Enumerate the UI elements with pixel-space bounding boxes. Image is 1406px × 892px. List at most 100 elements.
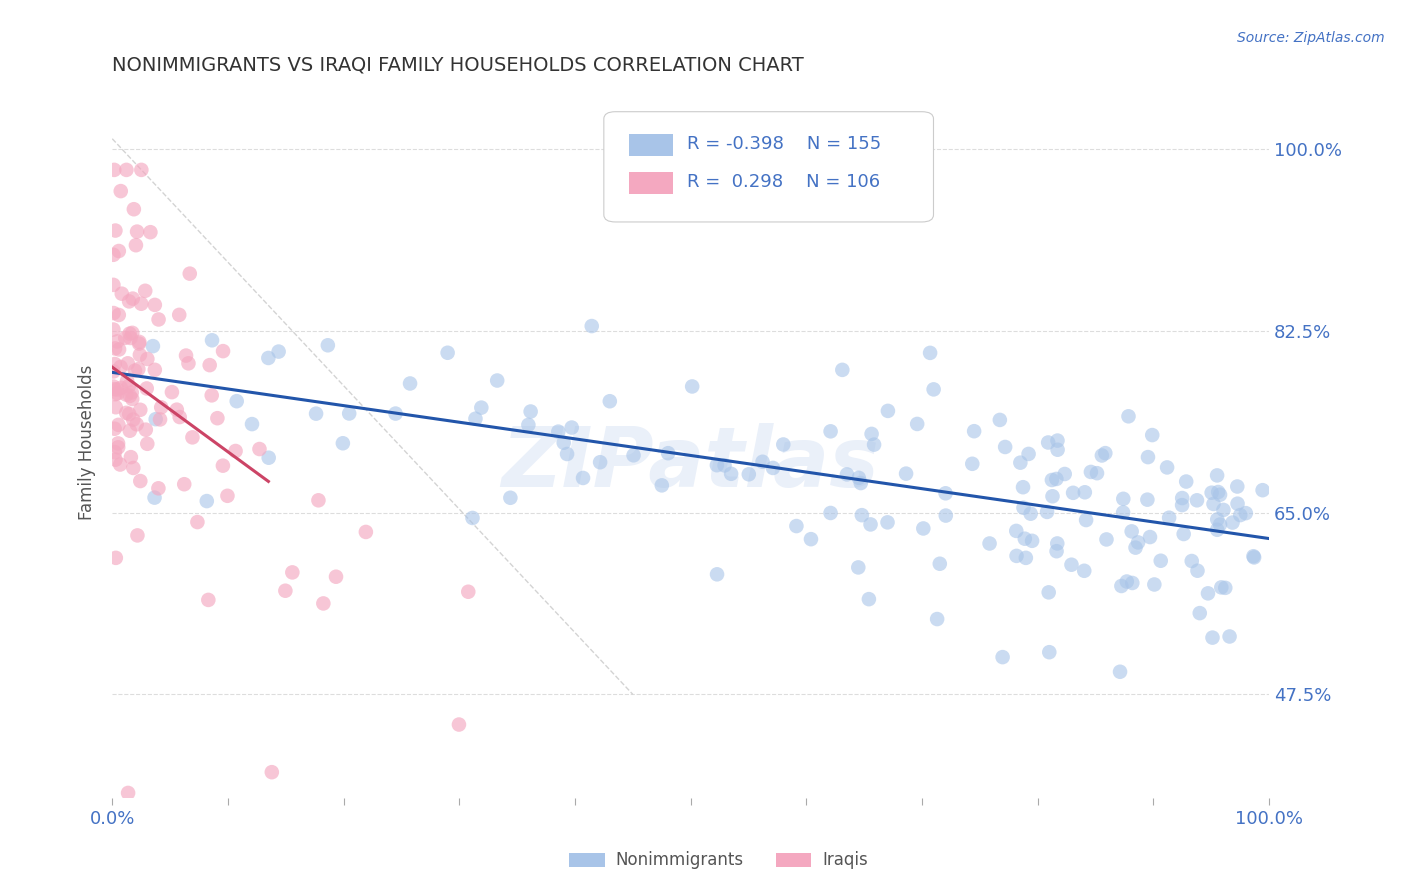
Point xyxy=(1209,488,1232,502)
Point xyxy=(173,477,195,491)
Text: NONIMMIGRANTS VS IRAQI FAMILY HOUSEHOLDS CORRELATION CHART: NONIMMIGRANTS VS IRAQI FAMILY HOUSEHOLDS… xyxy=(112,55,804,74)
Point xyxy=(1202,497,1225,511)
Point xyxy=(772,437,794,451)
Point xyxy=(849,476,872,491)
Point xyxy=(800,532,823,546)
Point xyxy=(115,374,138,388)
Point xyxy=(118,407,141,421)
Point xyxy=(928,557,950,571)
Point xyxy=(135,423,157,437)
Point xyxy=(1226,497,1249,511)
Y-axis label: Family Households: Family Households xyxy=(79,365,96,520)
FancyBboxPatch shape xyxy=(630,172,673,194)
Point xyxy=(1175,475,1198,489)
Point xyxy=(858,592,880,607)
Point xyxy=(1062,485,1084,500)
Point xyxy=(1005,549,1028,563)
Point xyxy=(1112,491,1135,506)
Point xyxy=(143,363,166,377)
Point xyxy=(499,491,522,505)
Point xyxy=(121,292,143,306)
Point xyxy=(1019,507,1042,521)
Point xyxy=(1201,485,1223,500)
Point xyxy=(129,297,152,311)
Point xyxy=(457,584,479,599)
Point xyxy=(145,412,167,426)
Point xyxy=(104,342,127,356)
Point xyxy=(860,426,883,441)
Point xyxy=(1074,485,1097,500)
Point xyxy=(1222,516,1244,530)
Point xyxy=(894,467,917,481)
Point xyxy=(103,382,125,396)
Point xyxy=(212,458,235,473)
Point xyxy=(1159,510,1181,524)
Point xyxy=(1040,473,1063,487)
Point xyxy=(1142,428,1164,442)
Point xyxy=(197,593,219,607)
Point xyxy=(1234,506,1257,520)
Point xyxy=(877,404,900,418)
Point xyxy=(851,508,873,523)
Point xyxy=(519,404,541,418)
Point xyxy=(863,437,886,451)
Point xyxy=(120,450,142,465)
Point xyxy=(257,450,280,465)
Point xyxy=(1251,483,1274,498)
Point xyxy=(167,308,190,322)
Text: R = -0.398    N = 155: R = -0.398 N = 155 xyxy=(688,136,882,153)
Point xyxy=(201,333,224,347)
Point xyxy=(177,356,200,370)
Point xyxy=(1018,447,1040,461)
Point xyxy=(174,349,197,363)
Point xyxy=(713,458,735,473)
Point xyxy=(260,765,283,780)
Point xyxy=(148,481,170,495)
Point xyxy=(107,308,129,322)
Point xyxy=(962,457,984,471)
Bar xyxy=(569,853,605,867)
Point xyxy=(1045,544,1067,558)
Point xyxy=(912,521,935,535)
Point xyxy=(1045,472,1067,486)
Point xyxy=(681,379,703,393)
Point xyxy=(117,356,139,370)
FancyBboxPatch shape xyxy=(603,112,934,222)
Point xyxy=(1229,508,1251,522)
Point xyxy=(572,471,595,485)
Point xyxy=(1171,498,1194,512)
Point xyxy=(134,284,156,298)
Point xyxy=(136,437,159,451)
Point xyxy=(129,474,152,488)
Point xyxy=(1121,576,1143,591)
Point xyxy=(143,298,166,312)
Point xyxy=(1042,489,1064,503)
Point xyxy=(108,458,131,472)
Point xyxy=(166,402,188,417)
Point xyxy=(105,334,128,349)
Point xyxy=(1073,564,1095,578)
Text: Source: ZipAtlas.com: Source: ZipAtlas.com xyxy=(1237,31,1385,45)
Point xyxy=(1201,631,1223,645)
Point xyxy=(103,162,125,177)
Point xyxy=(160,385,183,400)
Point xyxy=(905,417,928,431)
Point xyxy=(118,424,141,438)
Point xyxy=(103,277,125,292)
Point xyxy=(846,560,869,574)
Point xyxy=(979,536,1001,550)
Point xyxy=(1212,503,1234,517)
Point xyxy=(118,389,141,403)
Point xyxy=(1226,479,1249,493)
Point xyxy=(935,486,957,500)
Point xyxy=(1014,532,1036,546)
Point xyxy=(150,401,173,415)
Point xyxy=(267,344,290,359)
Point xyxy=(1243,550,1265,565)
Point xyxy=(281,566,304,580)
Point xyxy=(820,425,842,439)
Point xyxy=(935,508,957,523)
Point xyxy=(589,455,612,469)
Point xyxy=(107,440,129,454)
Point xyxy=(922,383,945,397)
